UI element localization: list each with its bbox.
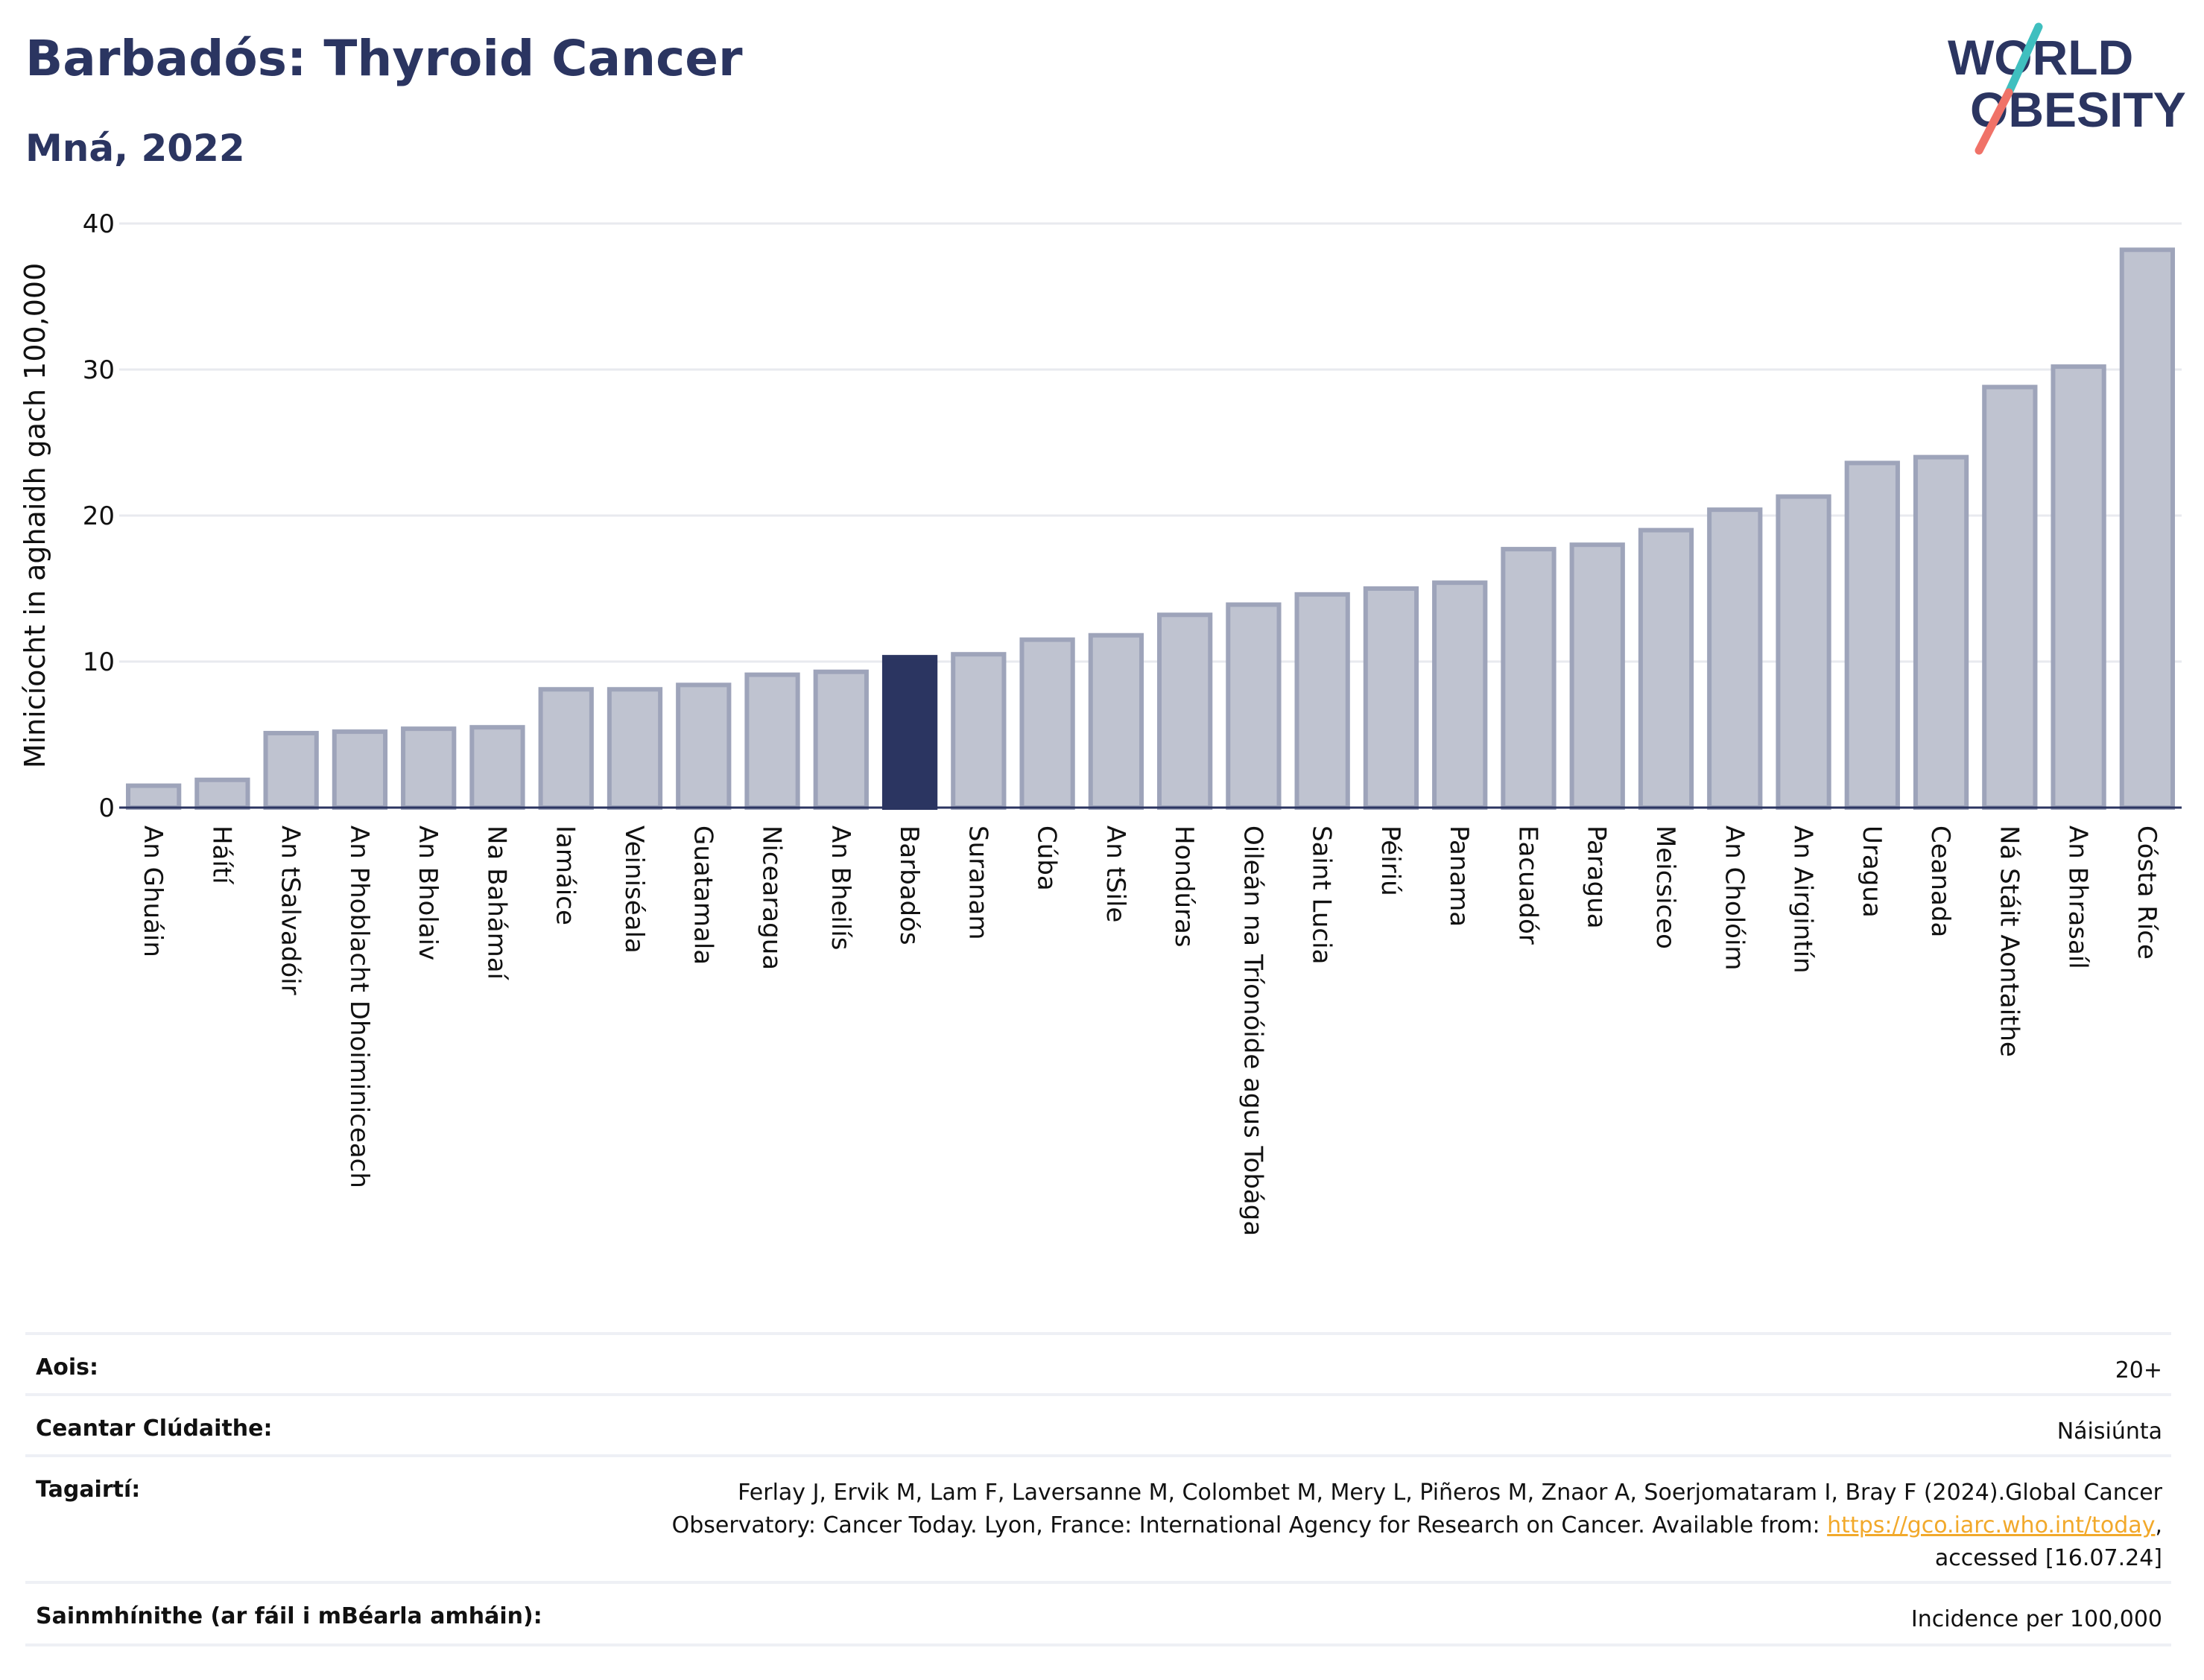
bar — [1982, 384, 2038, 810]
x-tick-label: Na Bahámaí — [481, 825, 511, 981]
bar — [1638, 527, 1694, 810]
bar — [1226, 602, 1282, 810]
x-tick-label: An Airgintín — [1788, 825, 1818, 974]
x-tick-label: Nicearagua — [757, 825, 787, 970]
bar — [744, 672, 800, 811]
x-tick-label: Péiriú — [1375, 825, 1405, 896]
bar — [1294, 592, 1350, 811]
logo-slash-top — [2004, 22, 2043, 97]
x-tick-label: Saint Lucia — [1307, 825, 1337, 964]
x-tick-label: Oileán na Tríonóide agus Tobága — [1238, 825, 1267, 1236]
meta-value: 20+ — [2115, 1357, 2162, 1383]
x-tick-label: Ná Stáit Aontaithe — [1994, 825, 2024, 1057]
bar — [1913, 454, 1969, 810]
logo-slash-bottom — [1975, 88, 2013, 155]
y-tick-label: 40 — [83, 209, 115, 239]
reference-line-1: Ferlay J, Ervik M, Lam F, Laversanne M, … — [738, 1480, 2162, 1506]
logo-line1: WORLD — [1948, 30, 2133, 85]
y-tick-label: 20 — [83, 501, 115, 531]
meta-label: Ceantar Clúdaithe: — [36, 1416, 273, 1442]
x-tick-label: Háítí — [206, 825, 236, 885]
x-tick-label: Ceanada — [1925, 825, 1955, 937]
reference-line-2: Observatory: Cancer Today. Lyon, France:… — [672, 1509, 2162, 1542]
bar — [1844, 460, 1900, 810]
meta-row-references: Tagairtí: Ferlay J, Ervik M, Lam F, Lave… — [25, 1457, 2171, 1584]
bar — [1707, 507, 1763, 810]
bar — [194, 777, 250, 811]
x-tick-label: Cúba — [1032, 825, 1062, 891]
meta-value: Náisiúnta — [2056, 1419, 2162, 1445]
bar — [1363, 586, 1419, 810]
bar — [813, 669, 869, 810]
bars — [125, 247, 2176, 811]
y-tick-label: 10 — [83, 647, 115, 677]
x-tick-label: Cósta Ríce — [2132, 825, 2162, 960]
y-axis-ticks: 0 10 20 30 40 — [83, 209, 115, 823]
meta-label: Sainmhínithe (ar fáil i mBéarla amháin): — [36, 1603, 542, 1629]
x-tick-label: An Bhrasaíl — [2063, 825, 2093, 969]
bar-highlight — [881, 655, 938, 810]
bar — [1501, 547, 1557, 811]
x-tick-label: Guatamala — [688, 825, 718, 965]
y-axis-label: Minicíocht in aghaidh gach 100,000 — [19, 263, 51, 769]
x-tick-label: An Bholaiv — [413, 825, 443, 960]
bar — [469, 725, 525, 811]
bar — [332, 729, 388, 811]
reference-line-2-text: Observatory: Cancer Today. Lyon, France:… — [671, 1512, 1828, 1538]
meta-label: Aois: — [36, 1354, 98, 1381]
bar — [951, 652, 1007, 811]
meta-row-definitions: Sainmhínithe (ar fáil i mBéarla amháin):… — [25, 1584, 2171, 1646]
x-tick-label: An Ghuáin — [138, 825, 168, 957]
chart-subtitle: Mná, 2022 — [25, 127, 245, 170]
x-tick-label: Suranam — [963, 825, 992, 939]
x-tick-label: Paragua — [1582, 825, 1612, 929]
bar — [1776, 494, 1831, 811]
y-tick-label: 0 — [98, 793, 115, 823]
chart-title: Barbadós: Thyroid Cancer — [25, 30, 743, 87]
bar — [1432, 580, 1488, 810]
metadata-table: Aois: 20+ Ceantar Clúdaithe: Náisiúnta T… — [25, 1332, 2171, 1646]
bar — [676, 682, 732, 810]
meta-row-age: Aois: 20+ — [25, 1335, 2171, 1396]
x-tick-label: An tSile — [1101, 825, 1130, 922]
x-tick-label: An Cholóim — [1719, 825, 1749, 971]
x-tick-label: An Bheilís — [826, 825, 855, 950]
bar — [2051, 364, 2106, 810]
meta-value: Incidence per 100,000 — [1910, 1606, 2162, 1632]
x-tick-label: An tSalvadóir — [276, 825, 305, 995]
meta-row-coverage: Ceantar Clúdaithe: Náisiúnta — [25, 1396, 2171, 1457]
reference-line-3: accessed [16.07.24] — [1934, 1545, 2162, 1571]
bar — [607, 687, 663, 810]
x-tick-label: An Phoblacht Dhoiminiceach — [344, 825, 374, 1188]
x-tick-label: Panama — [1444, 825, 1474, 927]
meta-label: Tagairtí: — [36, 1477, 141, 1503]
x-tick-label: Veiniséala — [619, 825, 649, 954]
bar — [125, 783, 182, 810]
bar — [1569, 542, 1625, 810]
x-tick-label: Uragua — [1857, 825, 1887, 918]
x-tick-label: Barbadós — [894, 825, 924, 945]
grid-lines — [119, 222, 2182, 663]
bar — [2119, 247, 2176, 810]
reference-link[interactable]: https://gco.iarc.who.int/today — [1827, 1512, 2156, 1538]
bar — [401, 726, 457, 810]
bar — [263, 731, 319, 810]
bar — [1088, 633, 1144, 810]
bar — [1019, 637, 1075, 810]
x-tick-label: Eacuadór — [1513, 825, 1542, 945]
meta-reference-text: Ferlay J, Ervik M, Lam F, Laversanne M, … — [672, 1477, 2162, 1575]
reference-line-2-end: , — [2155, 1512, 2162, 1538]
x-tick-label: Meicsiceo — [1650, 825, 1680, 949]
y-tick-label: 30 — [83, 355, 115, 385]
bar — [538, 687, 594, 810]
x-tick-label: Iamáice — [551, 825, 580, 925]
x-tick-label: Hondúras — [1169, 825, 1199, 948]
x-axis-tick-labels: An Ghuáin Háítí An tSalvadóir An Phoblacht … — [138, 825, 2162, 1236]
bar — [1156, 612, 1213, 811]
world-obesity-logo: WORLD OBESITY — [1948, 22, 2186, 155]
